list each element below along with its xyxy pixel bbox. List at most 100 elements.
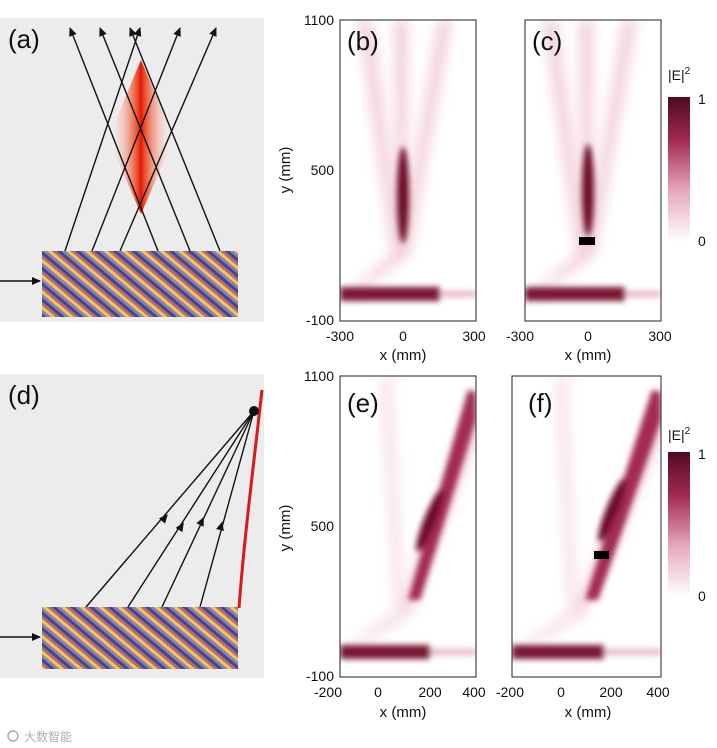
panel-e: (e) xyxy=(339,375,477,678)
arrowhead xyxy=(158,514,168,524)
panel-f: (f) xyxy=(511,375,662,678)
focal-point xyxy=(249,406,259,416)
y-tick-label: 1100 xyxy=(304,12,334,28)
colorbar-gradient xyxy=(668,97,690,242)
beam xyxy=(525,20,587,297)
ray xyxy=(99,27,191,252)
ray xyxy=(85,410,255,608)
source-band xyxy=(525,287,625,301)
y-tick-label: -100 xyxy=(306,668,334,684)
colorbar-min-label: 0 xyxy=(698,588,706,604)
x-tick-label: 400 xyxy=(462,684,486,700)
panel-d-label: (d) xyxy=(8,380,40,410)
heatmap-f-frame xyxy=(511,375,662,678)
panel-d: (d) xyxy=(0,374,264,678)
source-tail xyxy=(430,649,476,655)
ray xyxy=(119,27,217,252)
y-axis-title: y (mm) xyxy=(277,505,294,552)
ray xyxy=(91,27,181,252)
source-tail xyxy=(604,649,661,655)
y-tick-label: 500 xyxy=(311,518,335,534)
heatmap-b-frame xyxy=(339,19,477,322)
colorbar-top: |E|2 1 0 xyxy=(668,66,706,249)
panel-f-label: (f) xyxy=(528,388,553,418)
colorbar-gradient xyxy=(668,452,690,597)
ray xyxy=(69,27,159,252)
x-tick-label: 0 xyxy=(557,684,565,700)
obstacle xyxy=(594,551,609,559)
beam xyxy=(350,376,405,650)
panel-a-label: (a) xyxy=(8,24,40,54)
beam xyxy=(530,20,593,297)
focal-region xyxy=(108,60,174,214)
watermark-logo-icon xyxy=(7,730,19,742)
heatmap-e-background xyxy=(340,376,476,677)
watermark: 大数智能 xyxy=(7,729,72,744)
x-tick-label: -300 xyxy=(326,328,354,344)
focus-spot xyxy=(582,144,594,236)
arrowhead xyxy=(196,516,204,527)
ray-arrowheads-d xyxy=(158,514,224,533)
x-axis-title: x (mm) xyxy=(380,347,427,364)
focus-spot xyxy=(416,488,444,552)
focus-spot xyxy=(598,478,626,542)
heatmap-c xyxy=(525,20,661,321)
ray xyxy=(127,410,255,608)
ray-group-d xyxy=(85,410,255,608)
panel-b: (b) xyxy=(339,19,477,322)
x-axis-title: x (mm) xyxy=(380,704,427,721)
beam xyxy=(340,20,402,297)
heatmap-e xyxy=(340,376,476,677)
colorbar-max-label: 1 xyxy=(698,91,706,107)
beam xyxy=(535,20,637,297)
ray xyxy=(199,410,255,608)
focus-spot xyxy=(397,147,409,243)
panel-e-label: (e) xyxy=(347,388,379,418)
heatmap-b xyxy=(340,20,476,321)
arrowhead xyxy=(175,522,184,533)
ray xyxy=(129,27,221,252)
x-tick-label: 200 xyxy=(599,684,623,700)
x-tick-label: -300 xyxy=(506,328,534,344)
x-tick-label: 200 xyxy=(418,684,442,700)
beam xyxy=(340,390,476,650)
grating-source xyxy=(42,251,238,317)
x-tick-label: 300 xyxy=(648,328,672,344)
x-axis-title: x (mm) xyxy=(565,704,612,721)
beam xyxy=(345,20,408,297)
obstacle xyxy=(579,237,595,245)
x-tick-label: -200 xyxy=(314,684,342,700)
colorbar-label: |E|2 xyxy=(668,66,691,83)
source-band xyxy=(512,645,604,659)
colorbar-label: |E|2 xyxy=(668,426,691,443)
heatmap-f-background xyxy=(512,376,661,677)
source-band xyxy=(340,645,430,659)
panel-a: (a) xyxy=(0,18,264,322)
y-tick-label: 1100 xyxy=(304,368,334,384)
x-tick-label: 400 xyxy=(646,684,670,700)
ray xyxy=(64,27,142,252)
y-axis-title: y (mm) xyxy=(277,147,294,194)
heatmap-e-frame xyxy=(339,375,477,678)
panel-b-label: (b) xyxy=(347,26,379,56)
x-tick-label: -200 xyxy=(496,684,524,700)
y-tick-label: 500 xyxy=(311,162,335,178)
source-band xyxy=(340,287,440,301)
heatmap-f xyxy=(512,376,661,677)
x-tick-label: 0 xyxy=(374,684,382,700)
heatmap-c-frame xyxy=(524,19,662,322)
y-tick-label: -100 xyxy=(306,312,334,328)
colorbar-min-label: 0 xyxy=(698,233,706,249)
grating-source xyxy=(42,607,238,669)
top-row-axes: 1100 500 -100 y (mm) -300 0 300 x (mm) -… xyxy=(277,12,672,364)
beam xyxy=(522,376,578,650)
arrowhead xyxy=(216,521,224,532)
panel-c: (c) xyxy=(524,19,662,322)
x-axis-title: x (mm) xyxy=(565,347,612,364)
source-tail xyxy=(625,291,661,297)
ray-group-a xyxy=(64,27,221,252)
caustic-curve xyxy=(237,389,264,609)
source-tail xyxy=(440,291,476,297)
bottom-row-axes: 1100 500 -100 y (mm) -200 0 200 400 x (m… xyxy=(277,368,670,721)
